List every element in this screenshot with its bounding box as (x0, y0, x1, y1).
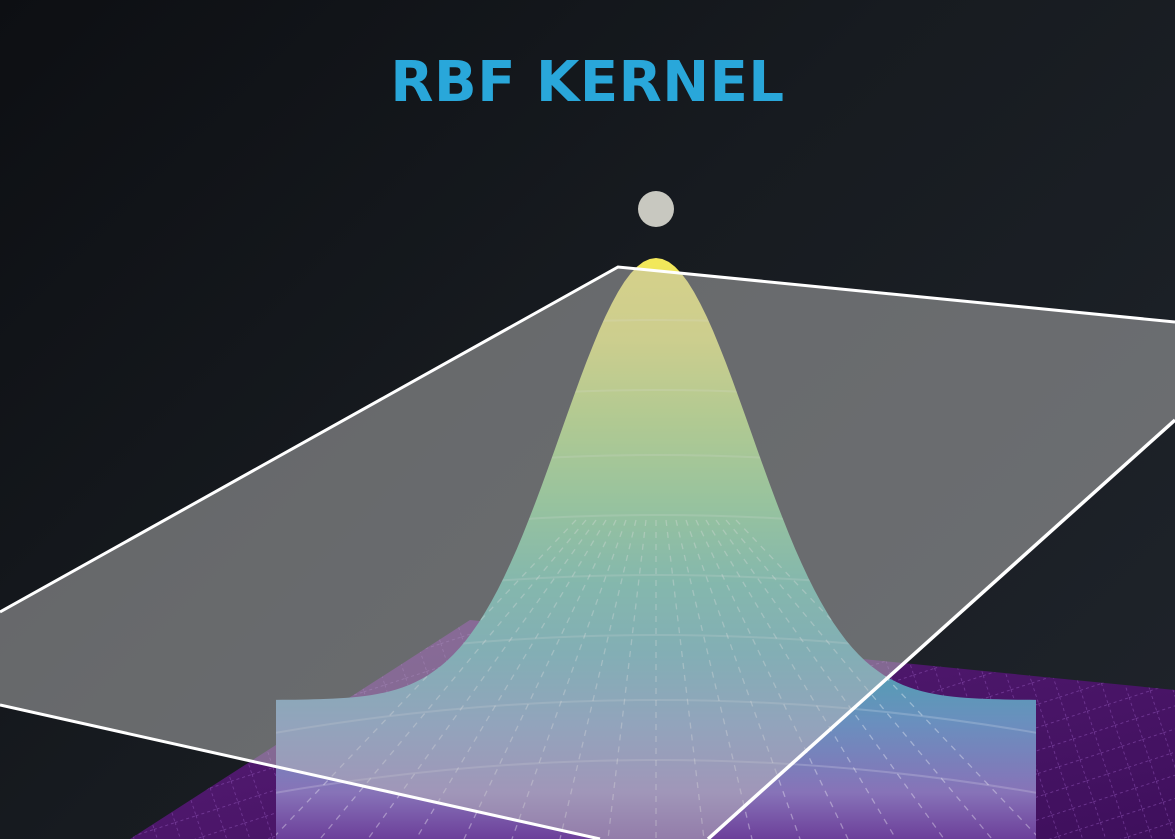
plane-edge-right (706, 418, 1175, 839)
data-point-marker (638, 191, 674, 227)
plane-edge-near (0, 703, 601, 839)
separating-plane (0, 265, 1175, 839)
figure-title: RBF KERNEL (390, 50, 785, 115)
plane-edge-far (0, 265, 1175, 614)
plane-fill (0, 267, 1175, 839)
